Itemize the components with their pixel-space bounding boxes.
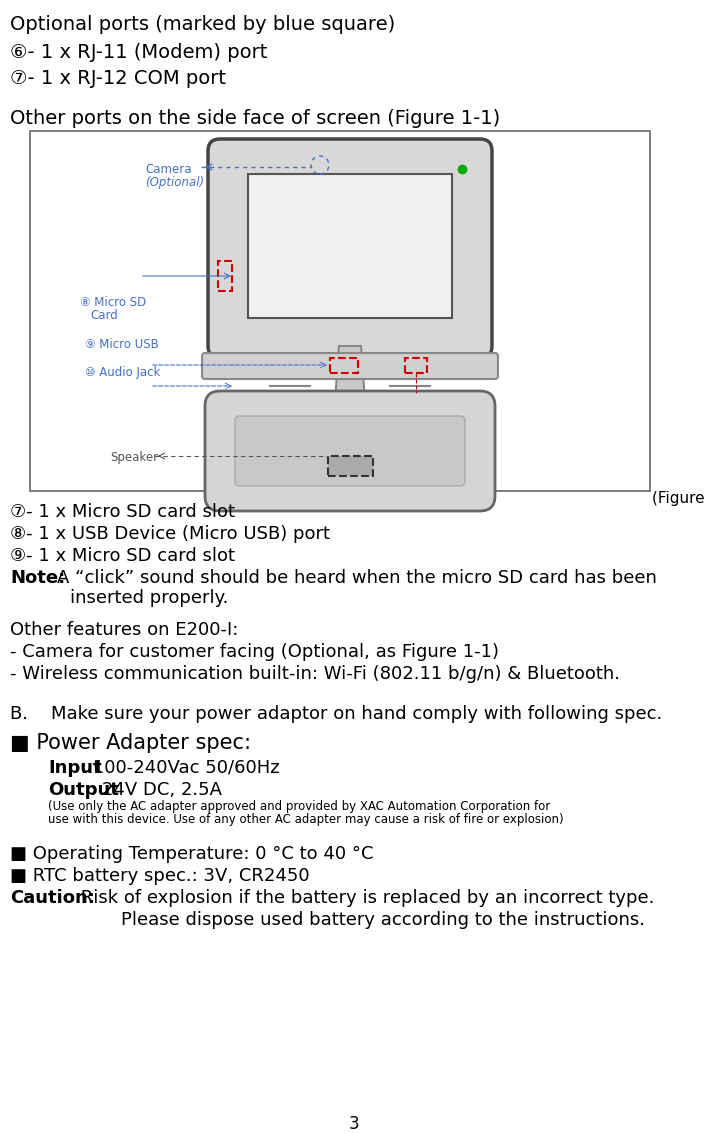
- Text: (Figure 1-1): (Figure 1-1): [652, 491, 709, 506]
- Text: : 100-240Vac 50/60Hz: : 100-240Vac 50/60Hz: [81, 759, 279, 777]
- Text: ■ RTC battery spec.: 3V, CR2450: ■ RTC battery spec.: 3V, CR2450: [10, 867, 310, 885]
- Text: inserted properly.: inserted properly.: [70, 589, 228, 607]
- FancyBboxPatch shape: [248, 174, 452, 318]
- FancyBboxPatch shape: [208, 139, 492, 358]
- Text: ⑩ Audio Jack: ⑩ Audio Jack: [85, 366, 160, 380]
- Text: Caution:: Caution:: [10, 889, 95, 908]
- Text: use with this device. Use of any other AC adapter may cause a risk of fire or ex: use with this device. Use of any other A…: [48, 813, 564, 826]
- Text: ⑦- 1 x RJ-12 COM port: ⑦- 1 x RJ-12 COM port: [10, 69, 226, 88]
- Text: Input: Input: [48, 759, 101, 777]
- Text: (Optional): (Optional): [145, 176, 204, 189]
- Text: B.    Make sure your power adaptor on hand comply with following spec.: B. Make sure your power adaptor on hand …: [10, 705, 662, 723]
- Text: Output: Output: [48, 781, 119, 799]
- Text: ⑧- 1 x USB Device (Micro USB) port: ⑧- 1 x USB Device (Micro USB) port: [10, 525, 330, 543]
- Polygon shape: [335, 346, 365, 401]
- Text: A “click” sound should be heard when the micro SD card has been: A “click” sound should be heard when the…: [57, 569, 657, 587]
- Text: Other features on E200-I:: Other features on E200-I:: [10, 621, 238, 639]
- Text: ⑨ Micro USB: ⑨ Micro USB: [85, 338, 159, 351]
- Text: (Use only the AC adapter approved and provided by XAC Automation Corporation for: (Use only the AC adapter approved and pr…: [48, 800, 550, 813]
- Text: Speaker: Speaker: [110, 451, 158, 465]
- Text: Camera: Camera: [145, 163, 191, 176]
- Text: 3: 3: [349, 1115, 359, 1133]
- Text: ⑥- 1 x RJ-11 (Modem) port: ⑥- 1 x RJ-11 (Modem) port: [10, 43, 267, 62]
- Text: Other ports on the side face of screen (Figure 1-1): Other ports on the side face of screen (…: [10, 109, 501, 128]
- Text: Please dispose used battery according to the instructions.: Please dispose used battery according to…: [75, 911, 645, 929]
- Text: - Camera for customer facing (Optional, as Figure 1-1): - Camera for customer facing (Optional, …: [10, 644, 499, 661]
- Text: : 24V DC, 2.5A: : 24V DC, 2.5A: [90, 781, 222, 799]
- Text: Risk of explosion if the battery is replaced by an incorrect type.: Risk of explosion if the battery is repl…: [75, 889, 654, 908]
- Text: Card: Card: [90, 309, 118, 322]
- Text: - Wireless communication built-in: Wi-Fi (802.11 b/g/n) & Bluetooth.: - Wireless communication built-in: Wi-Fi…: [10, 665, 620, 683]
- Text: ■ Operating Temperature: 0 °C to 40 °C: ■ Operating Temperature: 0 °C to 40 °C: [10, 845, 374, 863]
- FancyBboxPatch shape: [30, 131, 650, 491]
- Text: ⑨- 1 x Micro SD card slot: ⑨- 1 x Micro SD card slot: [10, 547, 235, 565]
- Text: ⑧ Micro SD: ⑧ Micro SD: [80, 296, 146, 309]
- Text: Note:: Note:: [10, 569, 65, 587]
- Text: ⑦- 1 x Micro SD card slot: ⑦- 1 x Micro SD card slot: [10, 503, 235, 521]
- FancyBboxPatch shape: [205, 391, 495, 511]
- Text: Optional ports (marked by blue square): Optional ports (marked by blue square): [10, 15, 395, 34]
- Text: ■ Power Adapter spec:: ■ Power Adapter spec:: [10, 733, 251, 753]
- FancyBboxPatch shape: [235, 416, 465, 486]
- FancyBboxPatch shape: [202, 353, 498, 380]
- FancyBboxPatch shape: [328, 455, 373, 476]
